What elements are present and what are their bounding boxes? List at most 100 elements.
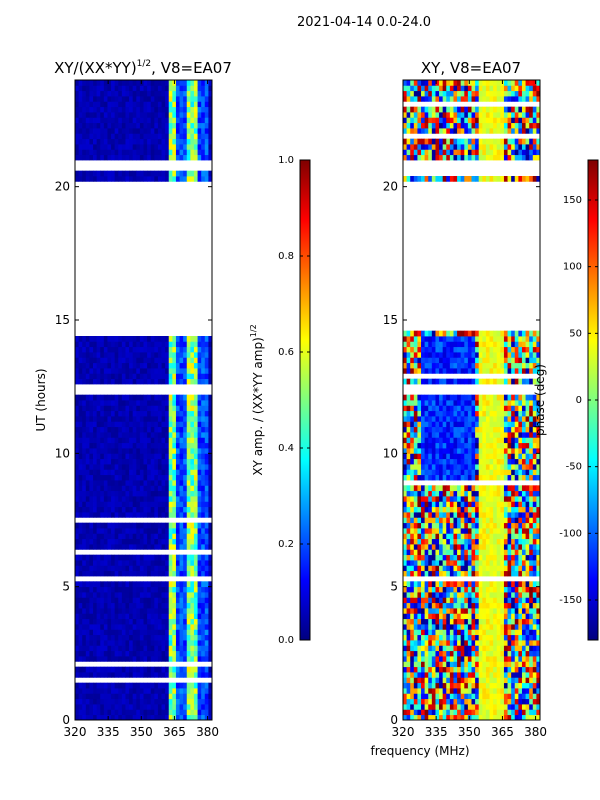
heatmap-cell: [157, 437, 162, 444]
heatmap-cell: [139, 565, 144, 572]
heatmap-cell: [150, 624, 155, 630]
heatmap-cell: [529, 704, 534, 710]
heatmap-cell: [496, 709, 501, 716]
colorbar-tick-label: 0.0: [278, 635, 294, 646]
heatmap-cell: [129, 565, 134, 572]
heatmap-cell: [172, 613, 177, 620]
heatmap-cell: [186, 501, 191, 508]
heatmap-cell: [413, 640, 418, 646]
heatmap-cell: [186, 485, 191, 492]
heatmap-cell: [93, 133, 98, 140]
heatmap-cell: [150, 149, 155, 156]
heatmap-cell: [136, 464, 141, 470]
heatmap-cell: [179, 362, 184, 369]
x-tick-label: 380: [196, 725, 219, 739]
heatmap-cell: [125, 469, 130, 476]
heatmap-cell: [449, 656, 454, 662]
heatmap-cell: [457, 634, 462, 641]
heatmap-cell: [129, 362, 134, 369]
heatmap-cell: [201, 176, 206, 182]
heatmap-cell: [186, 336, 191, 342]
heatmap-cell: [154, 362, 159, 369]
heatmap-cell: [201, 506, 206, 513]
heatmap-cell: [157, 464, 162, 470]
heatmap-cell: [197, 634, 202, 641]
heatmap-cell: [107, 714, 112, 720]
heatmap-cell: [157, 400, 162, 406]
heatmap-cell: [161, 464, 166, 470]
heatmap-cell: [179, 714, 184, 720]
heatmap-cell: [96, 90, 101, 97]
heatmap-cell: [157, 416, 162, 422]
heatmap-cell: [75, 666, 80, 673]
heatmap-cell: [204, 336, 209, 342]
heatmap-cell: [464, 533, 469, 540]
heatmap-cell: [161, 533, 166, 540]
heatmap-cell: [421, 650, 426, 657]
heatmap-cell: [154, 560, 159, 566]
heatmap-cell: [168, 608, 173, 614]
heatmap-cell: [183, 474, 188, 481]
heatmap-cell: [511, 624, 516, 630]
heatmap-cell: [168, 149, 173, 156]
heatmap-cell: [410, 474, 415, 481]
heatmap-cell: [475, 533, 480, 540]
heatmap-cell: [114, 682, 119, 689]
heatmap-cell: [147, 645, 152, 652]
heatmap-cell: [421, 496, 426, 502]
heatmap-cell: [190, 704, 195, 710]
heatmap-cell: [89, 378, 94, 385]
heatmap-cell: [125, 570, 130, 577]
heatmap-cell: [114, 560, 119, 566]
heatmap-cell: [406, 496, 411, 502]
heatmap-cell: [500, 677, 505, 684]
heatmap-cell: [136, 133, 141, 140]
heatmap-cell: [471, 602, 476, 609]
heatmap-cell: [157, 608, 162, 614]
heatmap-cell: [168, 458, 173, 465]
heatmap-cell: [103, 96, 108, 102]
heatmap-cell: [493, 640, 498, 646]
heatmap-cell: [201, 645, 206, 652]
heatmap-cell: [85, 133, 90, 140]
heatmap-cell: [103, 560, 108, 566]
heatmap-cell: [190, 714, 195, 720]
heatmap-cell: [183, 490, 188, 497]
heatmap-cell: [471, 656, 476, 662]
heatmap-cell: [186, 357, 191, 364]
heatmap-cell: [435, 474, 440, 481]
heatmap-cell: [132, 629, 137, 636]
heatmap-cell: [168, 474, 173, 481]
heatmap-cell: [464, 624, 469, 630]
heatmap-cell: [496, 560, 501, 566]
heatmap-cell: [475, 522, 480, 529]
heatmap-cell: [511, 512, 516, 518]
heatmap-cell: [478, 581, 483, 588]
heatmap-cell: [208, 554, 212, 561]
heatmap-cell: [96, 528, 101, 534]
heatmap-cell: [82, 80, 87, 86]
heatmap-cell: [93, 506, 98, 513]
heatmap-cell: [403, 661, 408, 668]
heatmap-cell: [424, 538, 429, 545]
heatmap-cell: [518, 496, 523, 502]
heatmap-cell: [132, 656, 137, 662]
heatmap-cell: [78, 341, 83, 348]
heatmap-cell: [121, 336, 126, 342]
heatmap-cell: [424, 634, 429, 641]
heatmap-cell: [500, 698, 505, 705]
heatmap-cell: [103, 656, 108, 662]
heatmap-cell: [453, 645, 458, 652]
heatmap-cell: [201, 133, 206, 140]
heatmap-cell: [107, 586, 112, 593]
heatmap-cell: [197, 650, 202, 657]
heatmap-cell: [96, 410, 101, 417]
heatmap-cell: [204, 176, 209, 182]
heatmap-cell: [107, 570, 112, 577]
heatmap-cell: [75, 378, 80, 385]
heatmap-cell: [139, 597, 144, 604]
heatmap-cell: [208, 709, 212, 716]
heatmap-cell: [431, 698, 436, 705]
heatmap-cell: [193, 538, 198, 545]
heatmap-cell: [129, 608, 134, 614]
